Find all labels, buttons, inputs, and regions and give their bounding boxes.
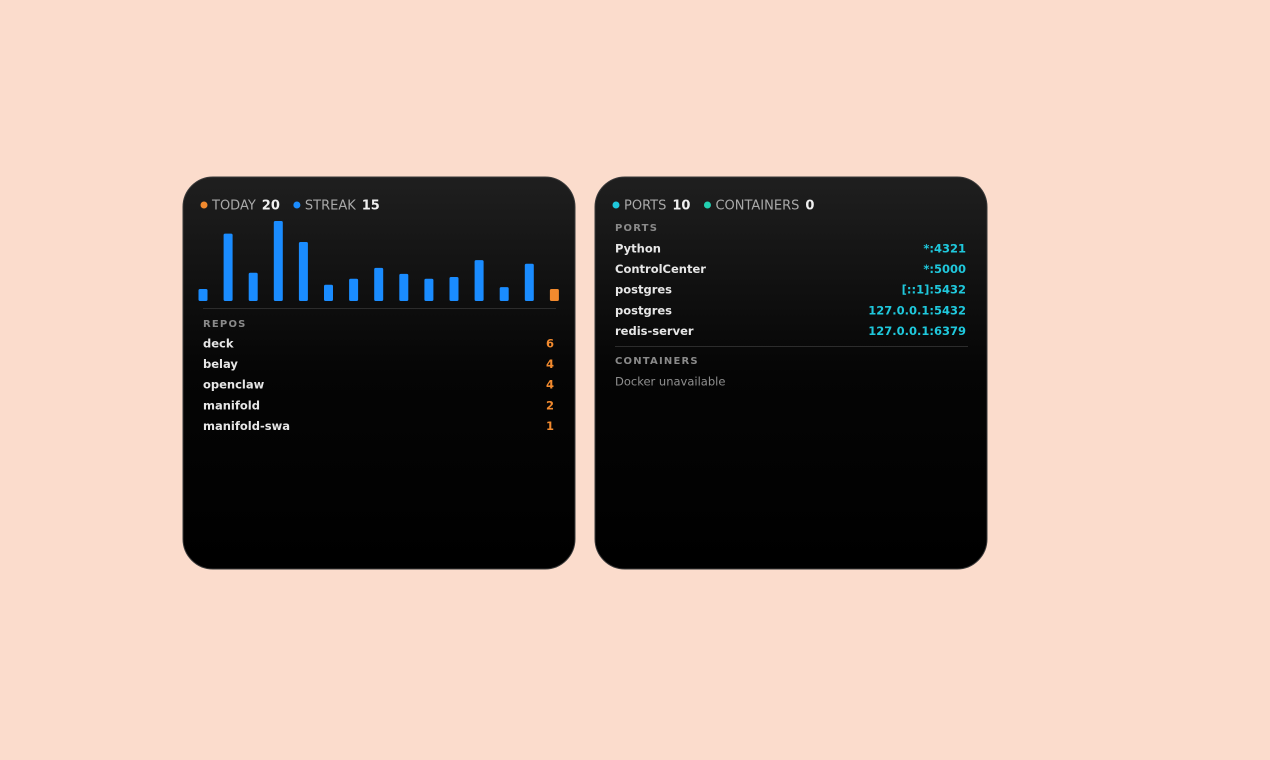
status-dot <box>200 201 208 209</box>
stat-value: 20 <box>262 199 280 214</box>
activity-widget <box>182 176 576 570</box>
bar <box>424 278 434 301</box>
repo-count: 2 <box>546 398 554 412</box>
process-name: Python <box>615 242 661 256</box>
bar <box>474 260 484 301</box>
repo-count: 6 <box>546 337 554 351</box>
bar <box>524 263 534 301</box>
stat-value: 0 <box>805 199 814 214</box>
stat-label: TODAY <box>211 199 256 214</box>
repo-name: manifold <box>203 398 260 412</box>
bar <box>374 267 384 301</box>
repo-name: openclaw <box>203 378 265 392</box>
process-name: postgres <box>615 283 672 297</box>
process-name: redis-server <box>615 324 694 338</box>
status-dot <box>612 201 620 209</box>
bar <box>449 276 459 301</box>
process-name: ControlCenter <box>615 262 706 276</box>
bar <box>273 221 283 301</box>
repo-name: manifold-swa <box>203 419 290 433</box>
bar <box>499 287 509 301</box>
stat-label: STREAK <box>305 199 356 214</box>
status-dot <box>293 201 301 209</box>
stat-label: PORTS <box>624 199 666 214</box>
bar <box>549 288 559 301</box>
system-widget <box>594 176 988 570</box>
status-dot <box>703 201 711 209</box>
bar <box>223 233 233 301</box>
port-address: 127.0.0.1:6379 <box>868 324 966 338</box>
port-address: *:5000 <box>923 262 966 276</box>
bar <box>324 284 333 301</box>
bar <box>298 242 308 301</box>
port-address: *:4321 <box>923 242 966 256</box>
section-title: PORTS <box>615 223 658 234</box>
bar <box>248 272 258 301</box>
repo-count: 1 <box>546 419 554 433</box>
process-name: postgres <box>615 303 672 317</box>
bar <box>399 273 409 301</box>
status-message: Docker unavailable <box>615 375 725 389</box>
bar <box>198 288 208 301</box>
bar <box>349 278 359 301</box>
repo-count: 4 <box>546 357 554 371</box>
stat-value: 10 <box>672 199 690 214</box>
port-address: 127.0.0.1:5432 <box>868 303 966 317</box>
repo-count: 4 <box>546 378 554 392</box>
section-title: REPOS <box>203 319 247 330</box>
repo-name: deck <box>203 337 234 351</box>
section-title: CONTAINERS <box>615 356 699 367</box>
stat-value: 15 <box>362 199 380 214</box>
port-address: [::1]:5432 <box>902 283 966 297</box>
stat-label: CONTAINERS <box>715 199 799 214</box>
repo-name: belay <box>203 357 238 371</box>
